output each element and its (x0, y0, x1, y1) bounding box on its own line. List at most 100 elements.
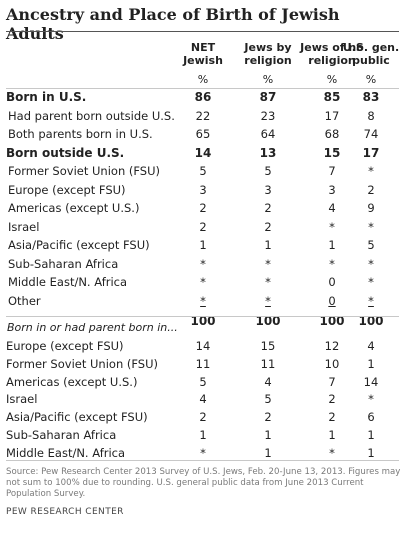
total-cell: 100 (255, 314, 281, 328)
table-cell: 22 (195, 108, 211, 123)
top-rule (6, 31, 399, 32)
totals-row-inner: 100 100 100 100 (0, 312, 405, 330)
table-cell: 2 (367, 182, 375, 197)
table-row: Had parent born outside U.S. 22 23 17 8 (0, 107, 405, 125)
table-cell: * (200, 256, 206, 271)
table-cell: * (265, 275, 271, 289)
table-cell: * (265, 256, 271, 271)
source-note: Source: Pew Research Center 2013 Survey … (6, 467, 401, 499)
table-cell: 5 (199, 374, 207, 389)
table-cell: 74 (363, 127, 379, 141)
table-cell: 9 (367, 201, 375, 215)
table-cell: 1 (328, 238, 336, 252)
table-cell: 0 (328, 275, 336, 289)
brand-label: PEW RESEARCH CENTER (6, 507, 124, 517)
table-row: Americas (except U.S.) 2 2 4 9 (0, 199, 405, 217)
table-row: Middle East/N. Africa * * 0 * (0, 273, 405, 291)
column-header: Jews by religion (236, 41, 300, 67)
table-cell: 1 (367, 445, 375, 460)
table-cell: 87 (259, 90, 277, 104)
row-label: Born in U.S. (6, 90, 87, 104)
row-label: Had parent born outside U.S. (8, 108, 175, 123)
header-divider (6, 88, 399, 89)
table-cell: 15 (323, 145, 341, 160)
footer-divider (6, 460, 399, 461)
table-row: Israel 2 2 * * (0, 218, 405, 236)
column-header-line: Jewish (183, 54, 223, 67)
column-header-line: Jews of no (300, 41, 364, 54)
table-cell: * (329, 256, 335, 271)
table-row: Europe (except FSU) 3 3 3 2 (0, 181, 405, 199)
table-row: Sub-Saharan Africa * * * * (0, 255, 405, 273)
table-cell: 11 (195, 356, 211, 371)
table-cell: 14 (195, 339, 211, 353)
column-header-line: NET (190, 41, 216, 54)
row-label: Both parents born in U.S. (8, 127, 153, 141)
row-label: Israel (8, 219, 40, 234)
row-label: Other (8, 293, 41, 308)
row-label: Middle East/N. Africa (6, 445, 126, 460)
section-divider (6, 316, 399, 317)
table-cell: 4 (367, 339, 375, 353)
table-cell: * (368, 275, 374, 289)
table-cell: 3 (264, 182, 272, 197)
table-row: Asia/Pacific (except FSU) 1 1 1 5 (0, 236, 405, 254)
table-cell: 85 (323, 90, 341, 104)
row-label: Middle East/N. Africa (8, 275, 128, 289)
table-cell: 4 (199, 392, 207, 407)
table-cell: 3 (328, 182, 336, 197)
column-header-line: public (352, 54, 390, 67)
column-header: Jews of no religion (300, 41, 364, 67)
table-cell: 5 (367, 238, 375, 252)
percent-unit-cell: % (197, 73, 209, 86)
table-cell: 7 (328, 374, 336, 389)
section2-title: Born in or had parent born in... (7, 321, 178, 334)
table-cell: 0 (328, 293, 336, 308)
table-cell: 23 (260, 108, 276, 123)
table-cell: 1 (328, 428, 336, 442)
table-cell: * (368, 219, 374, 234)
table-row: Israel 4 5 2 * (0, 390, 405, 408)
table-cell: 1 (264, 428, 272, 442)
table-cell: 12 (324, 339, 340, 353)
table-cell: * (368, 256, 374, 271)
table-cell: 7 (328, 164, 336, 178)
table-cell: * (329, 219, 335, 234)
table-cell: 1 (199, 238, 207, 252)
table-cell: 14 (194, 145, 212, 160)
table-cell: 1 (264, 238, 272, 252)
column-header: U.S. gen. public (339, 41, 403, 67)
table-cell: 5 (264, 392, 272, 407)
table-cell: 83 (362, 90, 380, 104)
table-cell: * (368, 293, 374, 308)
column-header: NET Jewish (171, 41, 235, 67)
table-cell: 17 (362, 145, 380, 160)
column-header-line: U.S. gen. (342, 41, 400, 54)
column-header-line: religion (244, 54, 292, 67)
table-cell: * (200, 275, 206, 289)
table-cell: 2 (328, 410, 336, 425)
table-row: Former Soviet Union (FSU) 5 5 7 * (0, 162, 405, 180)
table-cell: 2 (199, 219, 207, 234)
row-label: Americas (except U.S.) (8, 201, 140, 215)
table-row: Sub-Saharan Africa 1 1 1 1 (0, 426, 405, 444)
row-label: Sub-Saharan Africa (6, 428, 117, 442)
table-cell: 64 (260, 127, 276, 141)
row-label: Europe (except FSU) (6, 339, 124, 353)
table-cell: 4 (328, 201, 336, 215)
table-cell: 14 (363, 374, 379, 389)
column-header-line: religion (308, 54, 356, 67)
table-cell: 15 (260, 339, 276, 353)
row-label: Asia/Pacific (except FSU) (6, 410, 148, 425)
total-cell: 100 (358, 314, 384, 328)
table-cell: 1 (367, 428, 375, 442)
table-cell: 2 (199, 201, 207, 215)
percent-unit-cell: % (262, 73, 274, 86)
table-cell: 17 (324, 108, 340, 123)
chart-title: Ancestry and Place of Birth of Jewish Ad… (6, 5, 340, 43)
table-row: Both parents born in U.S. 65 64 68 74 (0, 125, 405, 143)
row-label: Asia/Pacific (except FSU) (8, 238, 150, 252)
table-cell: 1 (199, 428, 207, 442)
table-cell: 5 (264, 164, 272, 178)
table-cell: 68 (324, 127, 340, 141)
